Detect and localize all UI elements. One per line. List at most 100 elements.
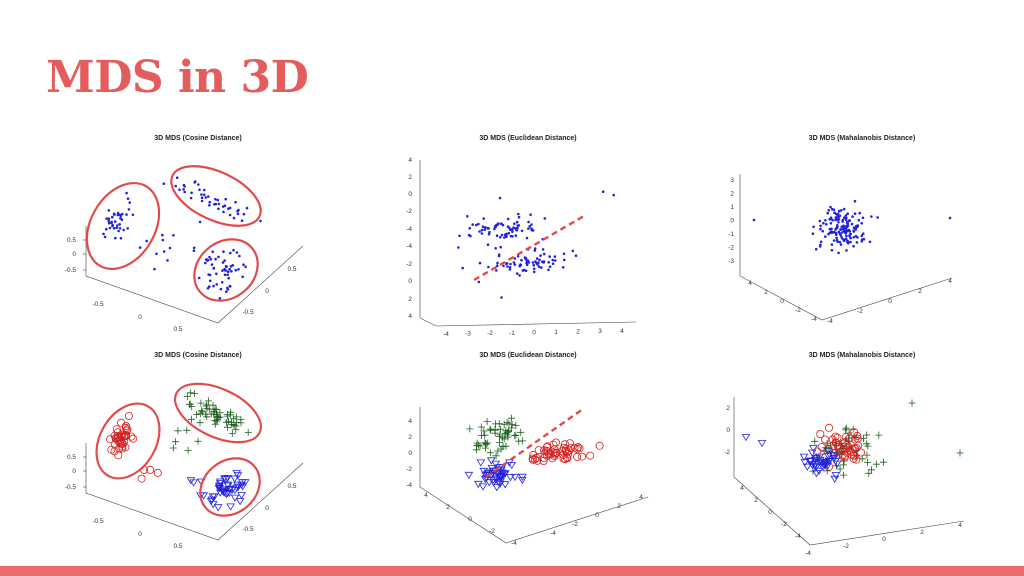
data-point-circle bbox=[840, 453, 849, 462]
chart-svg: 3D MDS (Mahalanobis Distance) 2 0 -2 4 2 0 -2 -4… bbox=[724, 352, 965, 557]
chart-svg: 3D MDS (Euclidean Distance) 4 2 0 -2 -4 -4 -2 0 2… bbox=[406, 135, 637, 338]
y-tick-label: 2 bbox=[764, 289, 768, 296]
data-point-plus bbox=[505, 419, 513, 427]
data-point bbox=[836, 224, 839, 228]
data-point bbox=[482, 217, 485, 220]
data-point bbox=[221, 269, 224, 272]
data-point bbox=[860, 221, 863, 225]
data-point bbox=[831, 218, 834, 222]
highlight-ellipse bbox=[199, 457, 261, 517]
data-point-circle bbox=[565, 446, 574, 455]
data-point-plus bbox=[477, 423, 485, 431]
data-point-circle bbox=[534, 446, 543, 455]
data-point bbox=[236, 212, 240, 216]
data-point bbox=[468, 227, 471, 230]
data-point-triangle bbox=[233, 472, 243, 480]
data-point bbox=[541, 248, 545, 251]
data-point bbox=[837, 230, 841, 234]
data-point bbox=[533, 247, 537, 250]
x-tick-label: 4 bbox=[620, 328, 624, 335]
data-point-triangle bbox=[490, 467, 500, 475]
data-point bbox=[548, 265, 552, 268]
chart-panel-euclidean-classes: 3D MDS (Euclidean Distance) 4 2 0 -2 -4 4 2 0 -2 -… bbox=[378, 345, 678, 565]
chart-panel-mahalanobis-classes: 3D MDS (Mahalanobis Distance) 2 0 -2 4 2 0 -2 -4… bbox=[712, 345, 1012, 565]
chart-svg: 3D MDS (Cosine Distance) 0.5 0 -0.5 -0.5 0 0.5… bbox=[65, 352, 304, 550]
data-point bbox=[232, 248, 235, 252]
z-tick-label: -0.5 bbox=[65, 267, 77, 274]
data-point bbox=[841, 220, 844, 223]
data-point bbox=[834, 212, 838, 216]
chart-panel-mahalanobis-dots: 3D MDS (Mahalanobis Distance) 3 2 1 0 -1 -2 -3 4… bbox=[712, 128, 1012, 348]
data-point bbox=[539, 254, 542, 257]
x-tick-label: 2 bbox=[918, 288, 922, 295]
data-point-triangle bbox=[830, 475, 840, 483]
data-point bbox=[234, 200, 237, 204]
data-point bbox=[517, 215, 521, 219]
data-point-circle bbox=[114, 437, 123, 446]
data-point bbox=[841, 238, 845, 241]
data-point bbox=[839, 232, 842, 236]
data-point-plus bbox=[863, 451, 871, 459]
data-point bbox=[259, 219, 262, 223]
x-tick-label: 0.5 bbox=[173, 326, 182, 333]
data-point bbox=[111, 215, 114, 219]
data-point bbox=[214, 197, 217, 201]
y-tick-label: 0 bbox=[265, 288, 269, 295]
data-point bbox=[532, 270, 536, 274]
data-point-plus bbox=[210, 408, 218, 416]
data-point bbox=[612, 193, 615, 197]
data-point bbox=[857, 218, 861, 222]
data-point-plus bbox=[183, 393, 191, 400]
data-point-triangle bbox=[484, 479, 494, 487]
data-point bbox=[205, 258, 208, 261]
data-point-triangle bbox=[223, 482, 233, 490]
highlight-dashed-line bbox=[473, 214, 585, 282]
data-point bbox=[102, 232, 105, 236]
data-point bbox=[224, 197, 227, 201]
data-point-circle bbox=[573, 452, 582, 461]
data-point bbox=[812, 225, 815, 229]
data-point bbox=[856, 224, 860, 227]
data-point bbox=[244, 265, 247, 269]
data-point bbox=[540, 266, 543, 269]
data-point bbox=[535, 262, 538, 265]
data-point bbox=[515, 229, 519, 232]
data-point-triangle bbox=[807, 449, 817, 457]
data-point-triangle bbox=[816, 456, 825, 465]
data-point-plus bbox=[184, 446, 192, 454]
data-point-plus bbox=[517, 428, 525, 436]
data-point bbox=[528, 225, 531, 228]
z-tick-label: 0 bbox=[72, 251, 76, 258]
data-point bbox=[198, 220, 202, 224]
data-point-circle bbox=[821, 435, 830, 444]
data-point-triangle bbox=[757, 440, 767, 448]
data-point bbox=[854, 234, 858, 238]
data-point bbox=[190, 191, 193, 195]
data-point-plus bbox=[473, 442, 481, 450]
data-point bbox=[814, 247, 818, 251]
data-point bbox=[525, 261, 528, 265]
data-point-plus bbox=[908, 399, 916, 407]
data-point bbox=[520, 229, 524, 233]
data-point-circle bbox=[856, 448, 865, 457]
data-point-triangle bbox=[492, 484, 502, 492]
data-point-circle bbox=[120, 432, 129, 441]
data-point bbox=[174, 184, 177, 188]
footer-bar bbox=[0, 566, 1024, 576]
data-point-plus bbox=[512, 422, 520, 429]
x-tick-label: 0 bbox=[888, 298, 892, 305]
data-point bbox=[870, 215, 873, 218]
data-point bbox=[161, 238, 165, 242]
chart-title: 3D MDS (Euclidean Distance) bbox=[479, 135, 576, 142]
data-point-circle bbox=[114, 451, 123, 460]
data-point bbox=[547, 261, 550, 264]
data-point bbox=[228, 284, 232, 288]
data-point bbox=[500, 222, 503, 225]
data-point-circle bbox=[834, 442, 843, 451]
z-tick-label: -2 bbox=[724, 449, 730, 456]
data-point bbox=[240, 219, 244, 222]
data-point bbox=[182, 188, 185, 191]
data-point bbox=[477, 222, 480, 226]
data-point bbox=[103, 235, 107, 239]
data-point-plus bbox=[466, 425, 474, 433]
